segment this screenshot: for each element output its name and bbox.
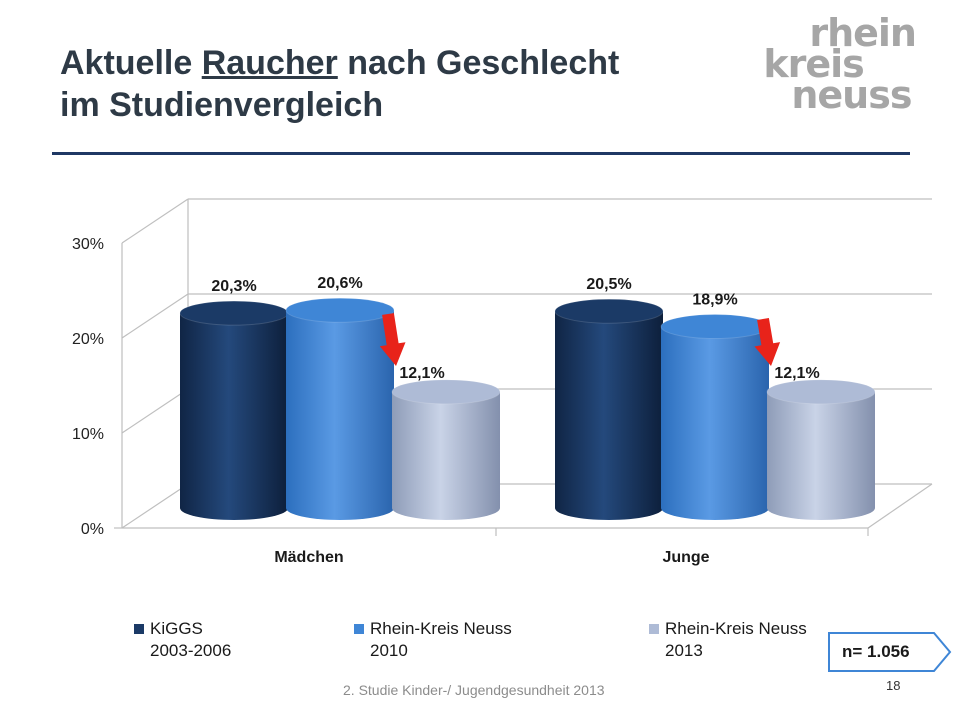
legend-swatch: [649, 624, 659, 634]
data-label: 20,5%: [586, 276, 631, 293]
title-line-2: im Studienvergleich: [60, 86, 384, 124]
bar-top: [391, 379, 501, 405]
chart-legend: KiGGS 2003-2006 Rhein-Kreis Neuss 2010 R…: [0, 618, 960, 668]
bar-body: [286, 310, 394, 520]
bar: [766, 379, 876, 520]
title-divider: [52, 152, 910, 155]
floor-right-edge: [867, 483, 933, 529]
title-underlined-word: Raucher: [201, 44, 338, 82]
trend-arrow: [379, 313, 406, 366]
trend-arrow: [754, 318, 781, 366]
rhein-kreis-neuss-logo: rhein kreis neuss: [763, 11, 917, 117]
bar: [391, 379, 501, 520]
legend-item-rkn-2013: Rhein-Kreis Neuss 2013: [649, 618, 865, 662]
legend-item-rkn-2010: Rhein-Kreis Neuss 2010: [354, 618, 570, 662]
page-number: 18: [886, 678, 901, 693]
bar: [285, 297, 395, 520]
gridline-side: [121, 388, 189, 434]
bar-body: [180, 313, 288, 520]
gridline-side: [121, 293, 189, 339]
data-label: 18,9%: [692, 292, 737, 309]
data-label: 12,1%: [399, 365, 444, 382]
badge-arrow-shape: [828, 632, 952, 672]
footer-text: 2. Studie Kinder-/ Jugendgesundheit 2013: [343, 682, 605, 698]
y-tick-label: 30%: [72, 236, 104, 253]
y-tick-label: 0%: [81, 521, 104, 538]
legend-swatch: [354, 624, 364, 634]
bar-body: [555, 311, 663, 520]
bar: [554, 298, 664, 520]
bar-top: [179, 300, 289, 326]
bar-body: [661, 326, 769, 520]
data-label: 20,3%: [211, 278, 256, 295]
bar-body: [392, 391, 500, 520]
slide-title: Aktuelle Raucher nach Geschlecht im Stud…: [60, 42, 619, 126]
gridline-side: [121, 483, 189, 529]
bar-top: [285, 297, 395, 323]
bar-body: [767, 391, 875, 520]
bar-top: [660, 314, 770, 340]
legend-swatch: [134, 624, 144, 634]
title-line-1: Aktuelle Raucher nach Geschlecht: [60, 44, 620, 82]
bar-top: [554, 298, 664, 324]
data-label: 20,6%: [317, 275, 362, 292]
chart-bars: [179, 297, 876, 520]
chart-labels: 0% 10% 20% 30% Mädchen 20,3% 20,6% 12,1% Junge 20…: [72, 236, 820, 566]
y-tick-label: 10%: [72, 426, 104, 443]
x-category-label: Mädchen: [274, 549, 343, 566]
gridline-side: [121, 198, 189, 244]
bar: [660, 314, 770, 520]
x-category-label: Junge: [662, 549, 709, 566]
y-tick-label: 20%: [72, 331, 104, 348]
data-label: 12,1%: [774, 365, 819, 382]
sample-size-badge: n= 1.056: [828, 632, 952, 672]
bar-top: [766, 379, 876, 405]
legend-item-kiggs: KiGGS 2003-2006: [134, 618, 350, 662]
bar: [179, 300, 289, 520]
